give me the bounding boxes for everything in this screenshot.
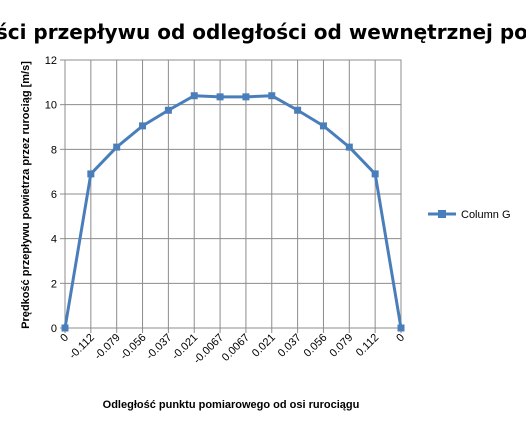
x-tick-label: 0.056 bbox=[302, 332, 330, 360]
x-tick-label: -0.079 bbox=[92, 332, 123, 363]
x-tick-label: 0.0067 bbox=[220, 332, 252, 364]
y-tick-label: 4 bbox=[51, 234, 57, 246]
data-point bbox=[268, 92, 276, 100]
x-tick-label: 0 bbox=[58, 332, 71, 345]
y-tick-label: 2 bbox=[51, 278, 57, 290]
x-tick-label: -0.056 bbox=[118, 332, 149, 363]
y-tick-labels: 0 2 4 6 8 10 12 bbox=[45, 55, 57, 335]
x-tick-label: -0.037 bbox=[144, 332, 175, 363]
x-axis-title: Odległość punktu pomiarowego od osi ruro… bbox=[103, 399, 360, 411]
data-point bbox=[371, 170, 379, 178]
data-point bbox=[164, 106, 172, 114]
data-point bbox=[87, 170, 95, 178]
x-tick-label: 0.079 bbox=[327, 332, 355, 360]
x-tick-label: 0.112 bbox=[354, 332, 381, 359]
series-line-column-g bbox=[63, 94, 403, 329]
axes bbox=[60, 59, 402, 333]
data-point bbox=[345, 143, 353, 151]
y-tick-label: 12 bbox=[45, 55, 57, 67]
data-point bbox=[294, 106, 302, 114]
data-point bbox=[242, 93, 250, 101]
y-axis-title: Prędkość przepływu powietrza przez ruroc… bbox=[20, 61, 32, 329]
data-point bbox=[190, 92, 198, 100]
x-tick-labels: 0-0.112-0.079-0.056-0.037-0.021-0.00670.… bbox=[58, 332, 407, 367]
y-tick-label: 0 bbox=[51, 323, 57, 335]
x-tick-label: 0.021 bbox=[250, 332, 278, 360]
grid bbox=[64, 59, 402, 329]
data-point bbox=[216, 93, 224, 101]
legend-marker bbox=[438, 210, 446, 218]
x-tick-label: 0.037 bbox=[276, 332, 304, 360]
chart-title: Zależność prędkości przepływu od odległo… bbox=[0, 20, 526, 44]
x-tick-label: -0.112 bbox=[67, 332, 97, 362]
data-point bbox=[61, 324, 69, 332]
y-tick-label: 8 bbox=[51, 144, 57, 156]
y-tick-label: 10 bbox=[45, 100, 57, 112]
y-tick-label: 6 bbox=[51, 189, 57, 201]
x-tick-label: 0 bbox=[394, 332, 407, 345]
data-point bbox=[139, 122, 147, 130]
series-line bbox=[61, 92, 405, 332]
data-point bbox=[397, 324, 405, 332]
data-point bbox=[319, 122, 327, 130]
plot-area bbox=[64, 59, 402, 329]
data-point bbox=[113, 143, 121, 151]
legend-label: Column G bbox=[461, 209, 511, 221]
legend: Column G bbox=[428, 209, 511, 221]
